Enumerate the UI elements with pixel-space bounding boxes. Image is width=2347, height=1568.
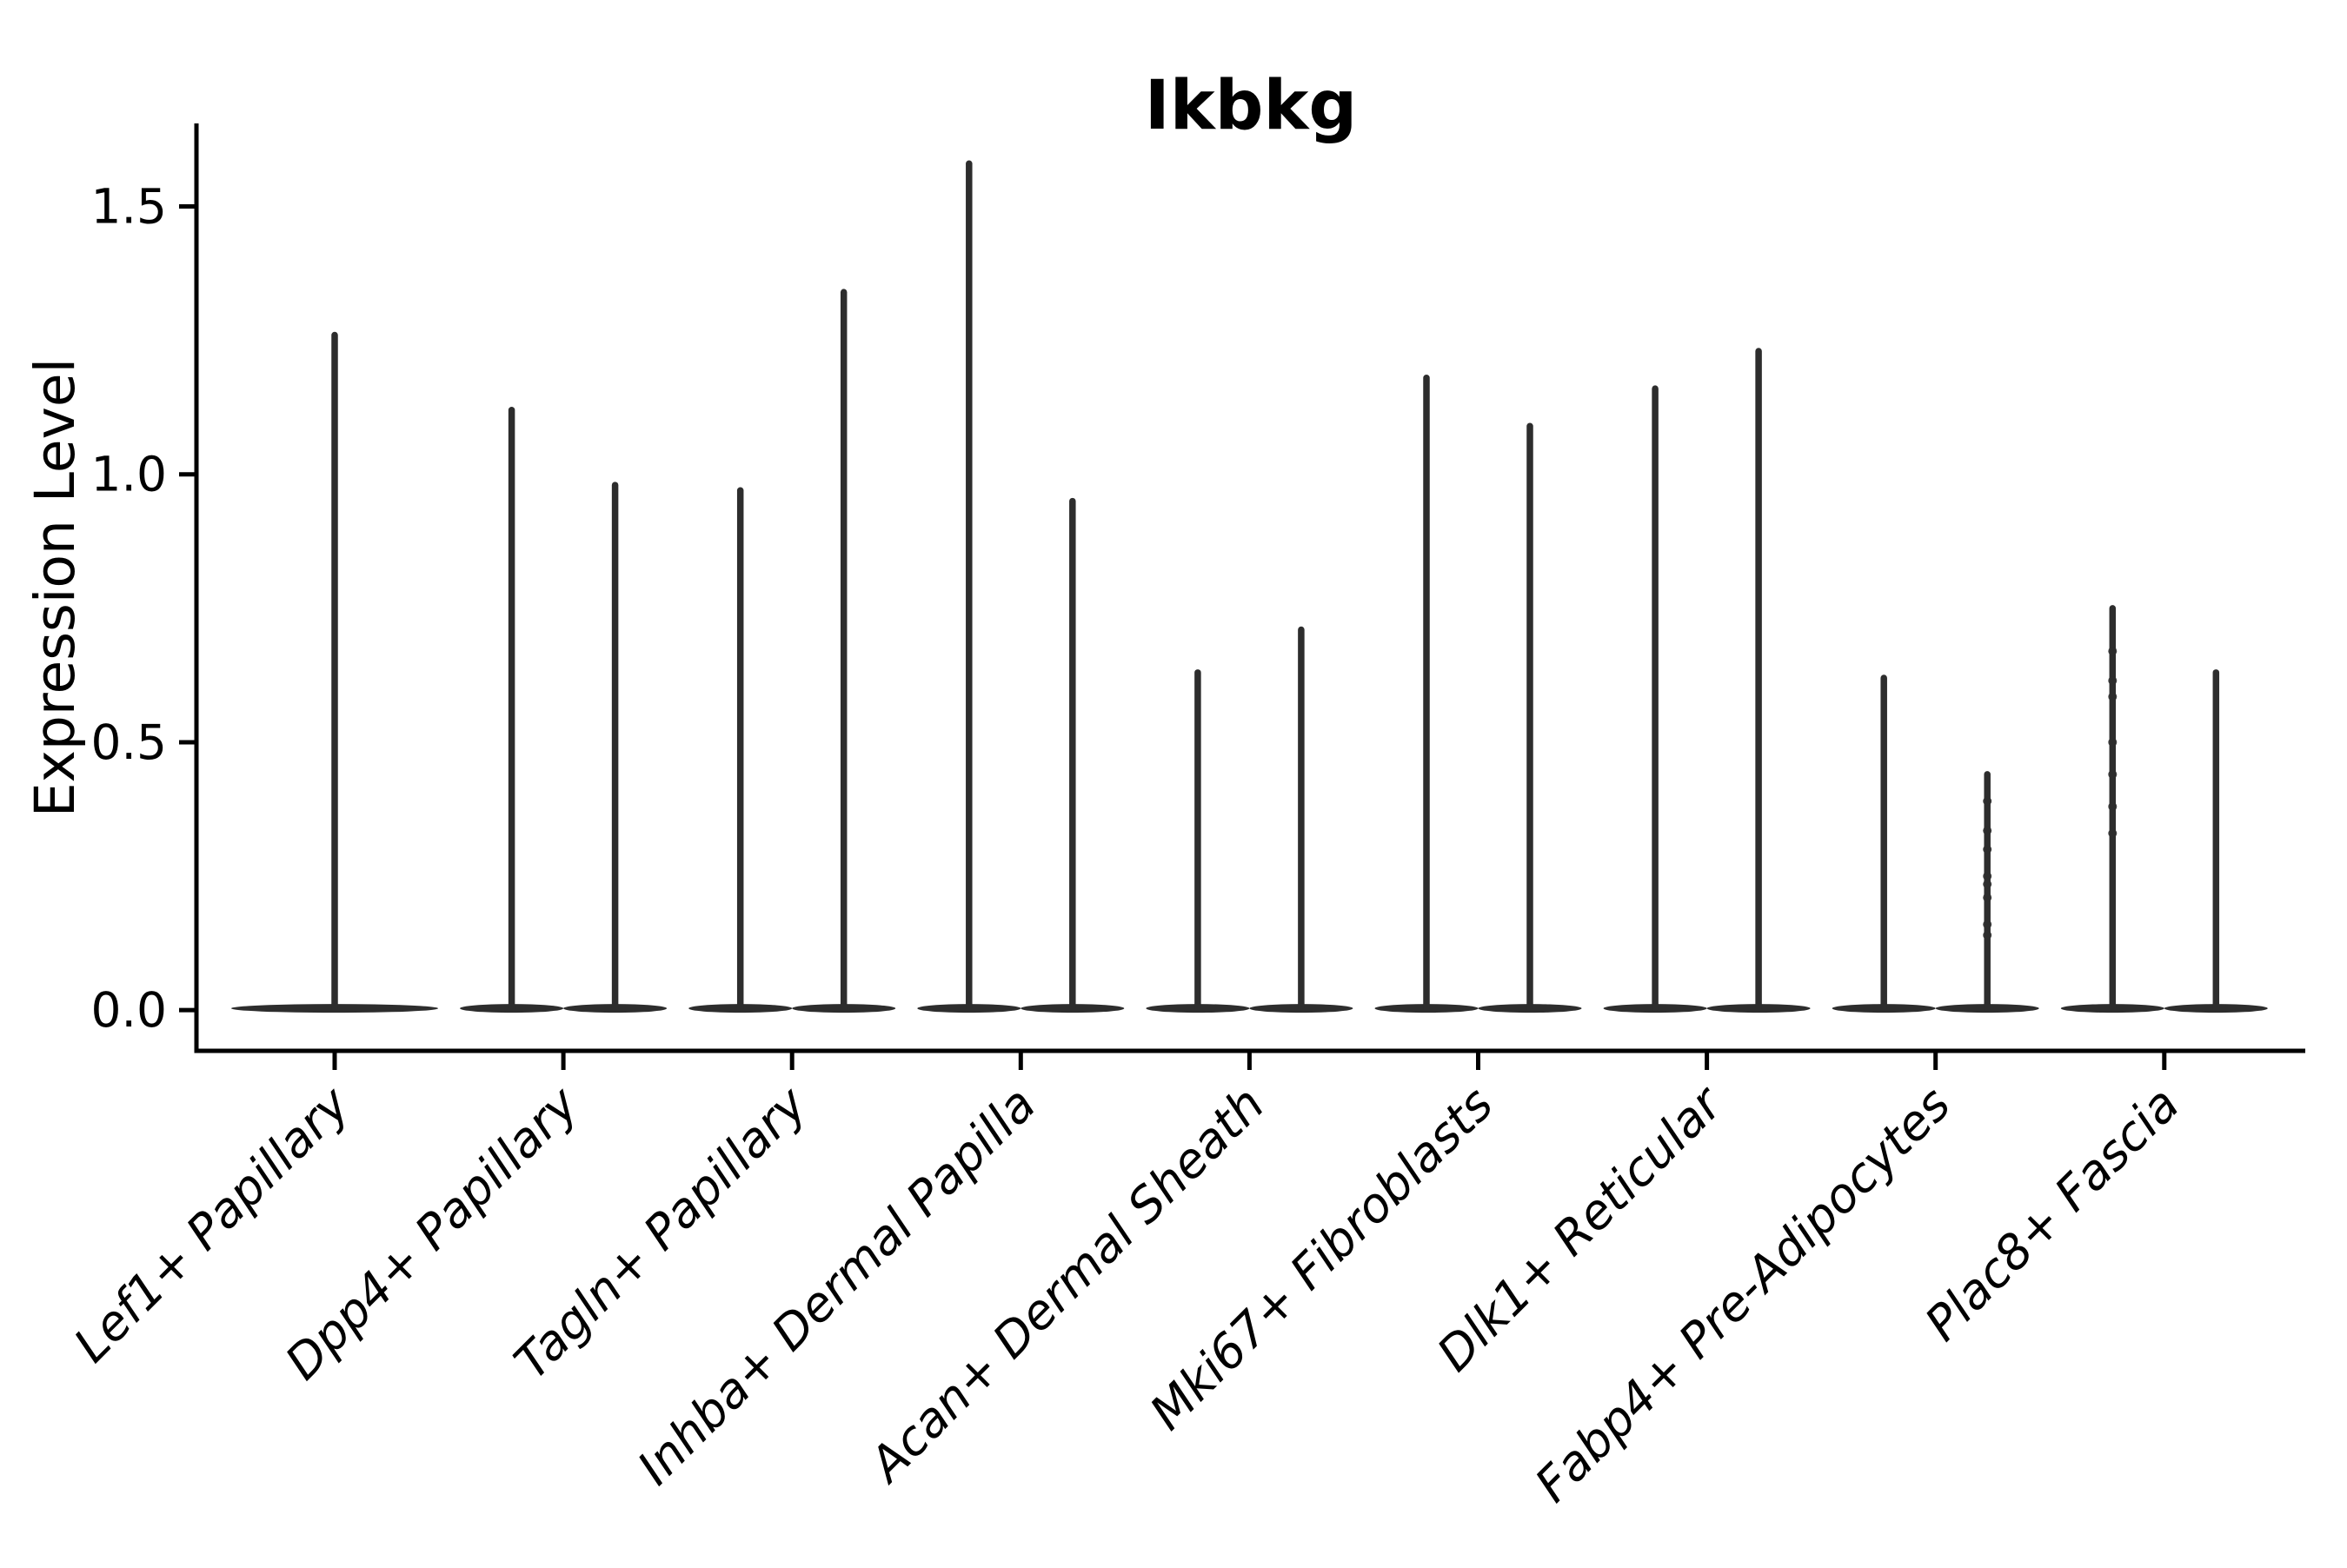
- violin-point: [1983, 826, 1992, 835]
- violin-point: [1983, 872, 1992, 881]
- violin-point: [2108, 801, 2118, 811]
- violin-point: [2108, 828, 2118, 838]
- violin-point: [2108, 676, 2118, 686]
- x-tick-label: Acan+ Dermal Sheath: [857, 1076, 1275, 1494]
- chart-title: Ikbkg: [1145, 67, 1357, 145]
- y-tick-label: 1.5: [91, 179, 167, 235]
- violin-point: [2108, 737, 2118, 747]
- violin-point: [1983, 845, 1992, 854]
- violin-point: [2108, 692, 2118, 701]
- violin-point: [2108, 769, 2118, 779]
- violin-point: [2108, 647, 2118, 656]
- violin-point: [1983, 796, 1992, 806]
- x-tick-label: Inhba+ Dermal Papilla: [627, 1076, 1046, 1495]
- violin-point: [1983, 930, 1992, 940]
- violin-point: [1983, 920, 1992, 929]
- violin-point: [1983, 893, 1992, 902]
- y-tick-label: 0.5: [91, 714, 167, 770]
- violin-point: [1983, 880, 1992, 889]
- y-tick-label: 0.0: [91, 982, 167, 1038]
- y-tick-label: 1.0: [91, 447, 167, 502]
- y-axis-label: Expression Level: [23, 358, 87, 817]
- x-tick-label: Fabp4+ Pre-Adipocytes: [1525, 1076, 1961, 1512]
